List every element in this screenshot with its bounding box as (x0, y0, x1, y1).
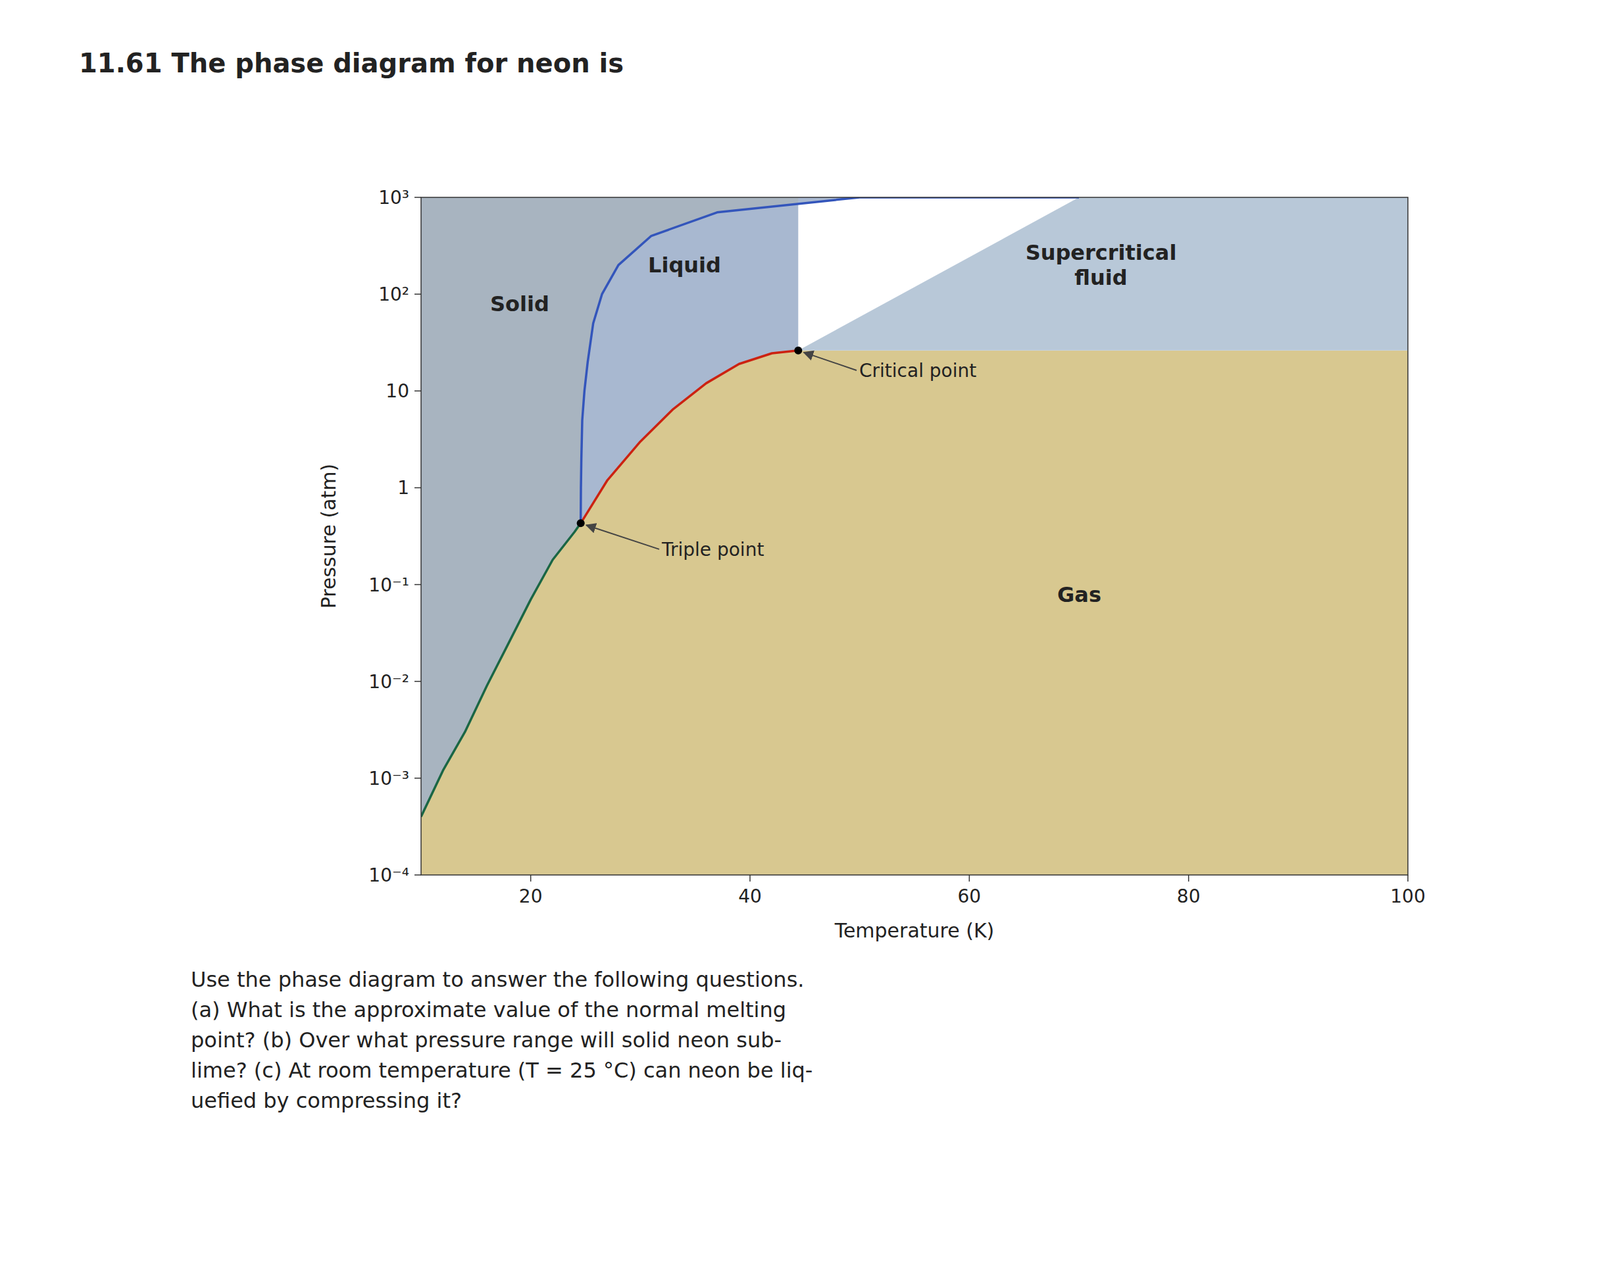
y-tick (414, 680, 422, 683)
caption: Use the phase diagram to answer the foll… (190, 967, 813, 1114)
x-axis-label: Temperature (K) (834, 919, 995, 943)
y-axis-label: Pressure (atm) (317, 463, 341, 609)
plot-area (421, 197, 1408, 875)
y-tick (414, 390, 422, 393)
x-tick (1407, 875, 1409, 882)
region-label: Gas (1057, 582, 1102, 608)
y-tick-label: 1 (397, 476, 410, 499)
y-tick-label: 10³ (378, 186, 410, 209)
y-tick-label: 10⁻⁴ (368, 864, 410, 887)
x-tick-label: 20 (519, 885, 543, 908)
sublimation-curve (421, 523, 581, 817)
y-tick-label: 10² (378, 283, 410, 306)
y-tick-label: 10⁻³ (368, 767, 410, 790)
region-label: Supercriticalfluid (1025, 240, 1177, 291)
x-tick (969, 875, 971, 882)
title: 11.61 The phase diagram for neon is (78, 48, 624, 79)
chart: 11.61 The phase diagram for neon is 20 40 6… (0, 0, 1600, 1271)
melting-curve (580, 197, 1079, 524)
supercritical-region (798, 197, 1408, 351)
x-tick (530, 875, 532, 882)
vaporization-curve (580, 350, 799, 524)
x-tick (749, 875, 751, 882)
region-label: Liquid (648, 252, 722, 278)
plot-frame (421, 197, 1408, 875)
special-point (794, 346, 802, 355)
y-tick (414, 584, 422, 586)
y-tick (414, 293, 422, 295)
annotation-arrow (803, 352, 857, 371)
x-tick-label: 100 (1390, 885, 1425, 908)
special-point (576, 519, 585, 527)
annotation: Critical point (859, 359, 977, 382)
y-tick (414, 777, 422, 779)
y-tick (414, 874, 422, 876)
region-label: Solid (490, 291, 550, 317)
y-tick-label: 10 (385, 380, 410, 402)
x-tick-label: 60 (957, 885, 982, 908)
x-tick (1188, 875, 1190, 882)
y-tick-label: 10⁻¹ (368, 574, 410, 597)
y-tick-label: 10⁻² (368, 671, 410, 693)
y-tick (414, 487, 422, 489)
y-tick (414, 196, 422, 199)
annotation-arrow (586, 525, 660, 550)
annotation: Triple point (661, 538, 764, 561)
x-tick-label: 80 (1176, 885, 1201, 908)
x-tick-label: 40 (738, 885, 762, 908)
